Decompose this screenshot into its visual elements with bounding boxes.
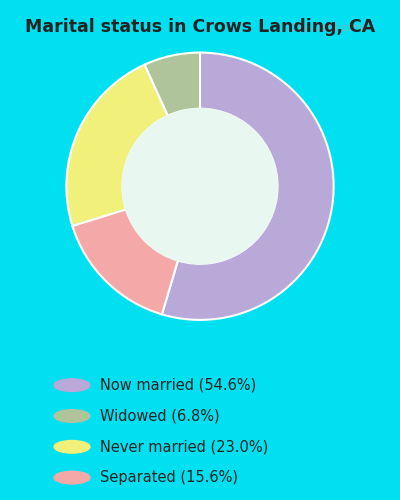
Wedge shape [145,52,200,116]
Text: Now married (54.6%): Now married (54.6%) [100,378,256,392]
Circle shape [54,472,90,484]
Text: Marital status in Crows Landing, CA: Marital status in Crows Landing, CA [25,18,375,36]
Circle shape [54,410,90,422]
Circle shape [54,440,90,453]
Text: Separated (15.6%): Separated (15.6%) [100,470,238,485]
Wedge shape [162,52,334,320]
Text: Widowed (6.8%): Widowed (6.8%) [100,408,220,424]
Wedge shape [72,210,178,314]
Wedge shape [66,64,168,226]
Circle shape [54,379,90,392]
Text: City-Data.com: City-Data.com [289,23,363,33]
Text: Never married (23.0%): Never married (23.0%) [100,440,268,454]
Circle shape [122,108,278,264]
